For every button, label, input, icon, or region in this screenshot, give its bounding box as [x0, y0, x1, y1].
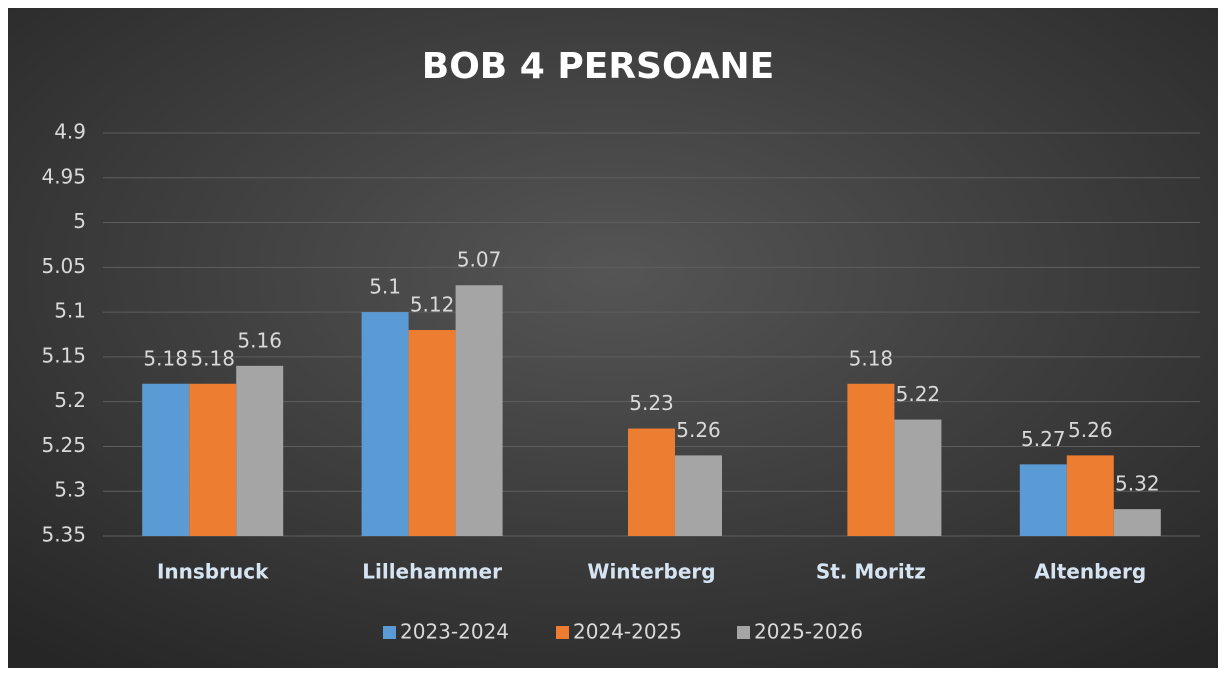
legend-swatch — [383, 626, 396, 639]
chart-title: BOB 4 PERSOANE — [422, 46, 774, 87]
data-label: 5.18 — [849, 346, 894, 370]
legend-label: 2024-2025 — [573, 620, 682, 644]
data-label: 5.1 — [369, 275, 401, 299]
bar — [361, 312, 409, 536]
y-tick-label: 4.95 — [41, 164, 86, 188]
legend-label: 2025-2026 — [754, 620, 863, 644]
y-tick-label: 5 — [73, 209, 86, 233]
bar — [408, 330, 456, 536]
y-tick-label: 5.35 — [41, 523, 86, 547]
data-label: 5.23 — [629, 391, 674, 415]
bar — [142, 383, 190, 536]
bar — [628, 428, 675, 536]
data-label: 5.07 — [457, 248, 502, 272]
x-tick-label: Innsbruck — [157, 560, 269, 584]
bar — [1113, 509, 1161, 536]
x-tick-label: St. Moritz — [816, 560, 926, 584]
bar — [675, 455, 722, 536]
x-tick-label: Winterberg — [587, 560, 715, 584]
y-tick-label: 5.25 — [41, 433, 86, 457]
data-label: 5.32 — [1115, 472, 1160, 496]
data-label: 5.18 — [143, 346, 188, 370]
data-label: 5.26 — [676, 418, 721, 442]
y-tick-label: 5.15 — [41, 343, 86, 367]
data-label: 5.27 — [1021, 427, 1066, 451]
data-label: 5.12 — [410, 293, 455, 317]
bar — [894, 419, 942, 536]
legend-swatch — [737, 626, 750, 639]
bar — [1019, 464, 1067, 536]
chart-background — [8, 8, 1218, 668]
data-label: 5.16 — [237, 328, 282, 352]
bar — [236, 365, 284, 536]
x-tick-label: Altenberg — [1034, 560, 1146, 584]
bar — [1066, 455, 1114, 536]
data-label: 5.26 — [1068, 418, 1113, 442]
bar — [455, 285, 503, 536]
bar — [847, 383, 895, 536]
y-tick-label: 5.2 — [54, 388, 86, 412]
y-tick-label: 4.9 — [54, 120, 86, 144]
y-tick-label: 5.05 — [41, 254, 86, 278]
data-label: 5.18 — [190, 346, 235, 370]
x-tick-label: Lillehammer — [362, 560, 502, 584]
legend-swatch — [556, 626, 569, 639]
y-tick-label: 5.3 — [54, 478, 86, 502]
data-label: 5.22 — [896, 382, 941, 406]
bar — [189, 383, 237, 536]
y-tick-label: 5.1 — [54, 299, 86, 323]
legend-label: 2023-2024 — [400, 620, 509, 644]
